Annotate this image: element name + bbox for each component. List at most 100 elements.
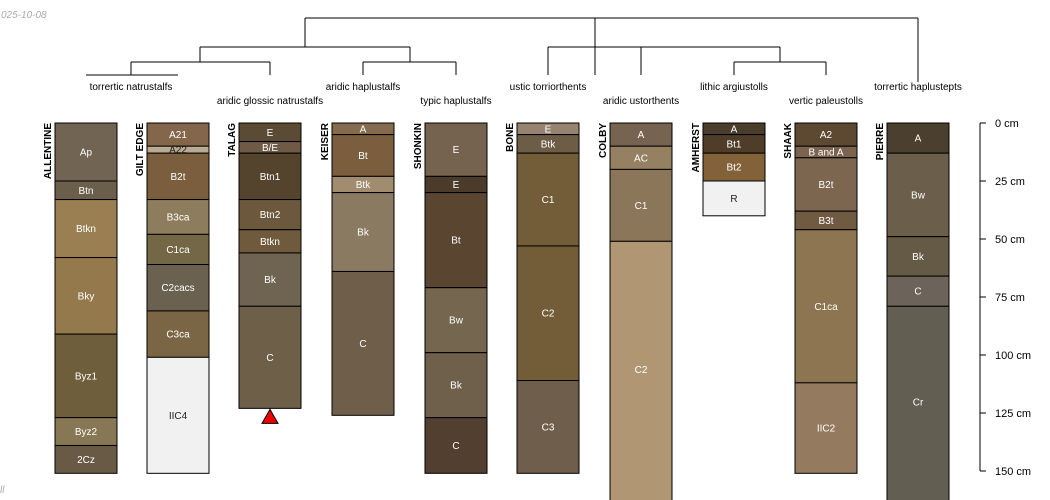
horizon-label-2-1: B/E bbox=[262, 143, 278, 154]
horizon-2-6 bbox=[238, 305, 302, 409]
horizon-label-9-0: A bbox=[915, 134, 922, 145]
depth-tick-label-2: 50 cm bbox=[995, 234, 1025, 246]
profile-amherst: A Bt1 Bt2 R AMHERST bbox=[691, 122, 766, 217]
horizon-5-3 bbox=[516, 245, 580, 382]
horizon-label-2-2: Btn1 bbox=[260, 172, 281, 183]
horizon-label-1-5: C2cacs bbox=[161, 283, 194, 294]
dendro-mid-a bbox=[594, 47, 642, 75]
horizon-label-1-7: IIC4 bbox=[169, 411, 188, 422]
horizon-label-9-4: Cr bbox=[913, 398, 924, 409]
horizon-label-2-4: Btkn bbox=[260, 237, 280, 248]
horizon-label-8-1: B and A bbox=[808, 148, 843, 159]
horizon-label-1-2: B2t bbox=[170, 172, 185, 183]
horizon-label-5-2: C1 bbox=[542, 195, 555, 206]
taxonomy-label-haplustepts: torrertic haplustepts bbox=[874, 82, 962, 93]
horizon-8-2 bbox=[794, 157, 858, 212]
horizon-label-6-2: C1 bbox=[635, 201, 648, 212]
profile-shaak: A2 B and A B2t B3t C1ca IIC2 SHAAK bbox=[783, 122, 858, 474]
horizon-label-0-2: Btkn bbox=[76, 224, 96, 235]
horizon-label-4-5: C bbox=[452, 441, 459, 452]
profile-pierre: A Bw Bk C Cr PIERRE bbox=[875, 122, 950, 500]
horizon-label-3-3: Bk bbox=[357, 228, 370, 239]
dendro-left-a bbox=[86, 61, 271, 76]
horizon-label-2-5: Bk bbox=[264, 275, 277, 286]
horizon-label-2-6: C bbox=[266, 353, 273, 364]
bottom-marker-triangle bbox=[261, 408, 279, 424]
horizon-label-6-1: AC bbox=[634, 153, 648, 164]
dendro-mid-b bbox=[733, 61, 827, 75]
horizon-4-3 bbox=[424, 287, 488, 354]
horizon-label-4-3: Bw bbox=[449, 316, 464, 327]
horizon-label-8-5: IIC2 bbox=[817, 424, 836, 435]
horizon-5-4 bbox=[516, 380, 580, 474]
horizon-label-7-0: A bbox=[731, 124, 738, 135]
horizon-label-8-2: B2t bbox=[818, 180, 833, 191]
profile-name-3: KEISER bbox=[320, 122, 331, 160]
horizon-0-2 bbox=[54, 199, 118, 259]
horizon-label-9-1: Bw bbox=[911, 190, 926, 201]
horizon-label-2-3: Btn2 bbox=[260, 210, 281, 221]
horizon-label-1-1: A22 bbox=[169, 145, 187, 156]
horizon-9-2 bbox=[886, 236, 950, 277]
profile-name-7: AMHERST bbox=[691, 123, 702, 172]
horizon-1-5 bbox=[146, 264, 210, 312]
horizon-3-3 bbox=[331, 192, 395, 272]
depth-tick-label-3: 75 cm bbox=[995, 292, 1025, 304]
horizon-label-3-2: Btk bbox=[356, 180, 371, 191]
horizon-9-4 bbox=[886, 305, 950, 500]
horizon-1-7 bbox=[146, 356, 210, 474]
horizon-9-0 bbox=[886, 122, 950, 154]
profile-name-2: TALAG bbox=[227, 123, 238, 157]
soil-profiles: Ap Btn Btkn Bky Byz1 Byz2 2Cz ALLENTINE A21 A22 B2… bbox=[43, 122, 950, 500]
horizon-4-4 bbox=[424, 352, 488, 419]
taxonomy-label-ustorthents: aridic ustorthents bbox=[603, 96, 679, 107]
taxonomy-label-haplustalfs-aridic: aridic haplustalfs bbox=[326, 82, 400, 93]
horizon-4-2 bbox=[424, 192, 488, 289]
profile-allentine: Ap Btn Btkn Bky Byz1 Byz2 2Cz ALLENTINE bbox=[43, 122, 118, 474]
depth-tick-label-6: 150 cm bbox=[995, 466, 1031, 478]
dendro-mid bbox=[547, 46, 781, 75]
horizon-label-4-4: Bk bbox=[450, 381, 463, 392]
horizon-7-3 bbox=[702, 180, 766, 217]
horizon-3-4 bbox=[331, 270, 395, 416]
horizon-0-3 bbox=[54, 257, 118, 335]
depth-tick-label-4: 100 cm bbox=[995, 350, 1031, 362]
horizon-6-2 bbox=[609, 168, 673, 242]
horizon-5-2 bbox=[516, 152, 580, 247]
depth-axis: 0 cm 25 cm 50 cm 75 cm 100 cm 125 cm 150 cm bbox=[979, 118, 1031, 478]
dendrogram bbox=[86, 17, 919, 82]
horizon-label-8-4: C1ca bbox=[814, 302, 838, 313]
profile-name-0: ALLENTINE bbox=[43, 123, 54, 179]
horizon-9-3 bbox=[886, 275, 950, 307]
horizon-1-6 bbox=[146, 310, 210, 358]
horizon-label-0-0: Ap bbox=[80, 148, 93, 159]
depth-tick-label-0: 0 cm bbox=[995, 118, 1019, 130]
profile-name-8: SHAAK bbox=[783, 122, 794, 158]
horizon-1-4 bbox=[146, 233, 210, 266]
corner-date: 025-10-08 bbox=[1, 10, 47, 21]
horizon-2-5 bbox=[238, 252, 302, 307]
depth-tick-label-5: 125 cm bbox=[995, 408, 1031, 420]
horizon-label-1-3: B3ca bbox=[167, 212, 190, 223]
horizon-label-0-1: Btn bbox=[78, 186, 93, 197]
profile-name-6: COLBY bbox=[598, 123, 609, 158]
horizon-label-4-1: E bbox=[453, 180, 460, 191]
horizon-label-9-3: C bbox=[914, 287, 921, 298]
profile-name-1: GILT EDGE bbox=[135, 123, 146, 176]
horizon-label-1-0: A21 bbox=[169, 130, 187, 141]
horizon-label-0-6: 2Cz bbox=[77, 455, 95, 466]
dendro-left bbox=[199, 46, 411, 62]
profile-talag: E B/E Btn1 Btn2 Btkn Bk C TALAG bbox=[227, 122, 302, 409]
profile-keiser: A Bt Btk Bk C KEISER bbox=[320, 122, 395, 416]
horizon-label-0-3: Bky bbox=[78, 291, 95, 302]
horizon-7-2 bbox=[702, 152, 766, 182]
taxonomy-label-glossic: aridic glossic natrustalfs bbox=[217, 96, 323, 107]
horizon-8-4 bbox=[794, 229, 858, 384]
horizon-label-3-0: A bbox=[360, 124, 367, 135]
profile-name-5: BONE bbox=[505, 123, 516, 152]
profile-bone: E Btk C1 C2 C3 BONE bbox=[505, 122, 580, 474]
taxonomy-label-argiustolls: lithic argiustolls bbox=[700, 82, 768, 93]
horizon-label-8-0: A2 bbox=[820, 130, 833, 141]
horizon-1-3 bbox=[146, 199, 210, 235]
